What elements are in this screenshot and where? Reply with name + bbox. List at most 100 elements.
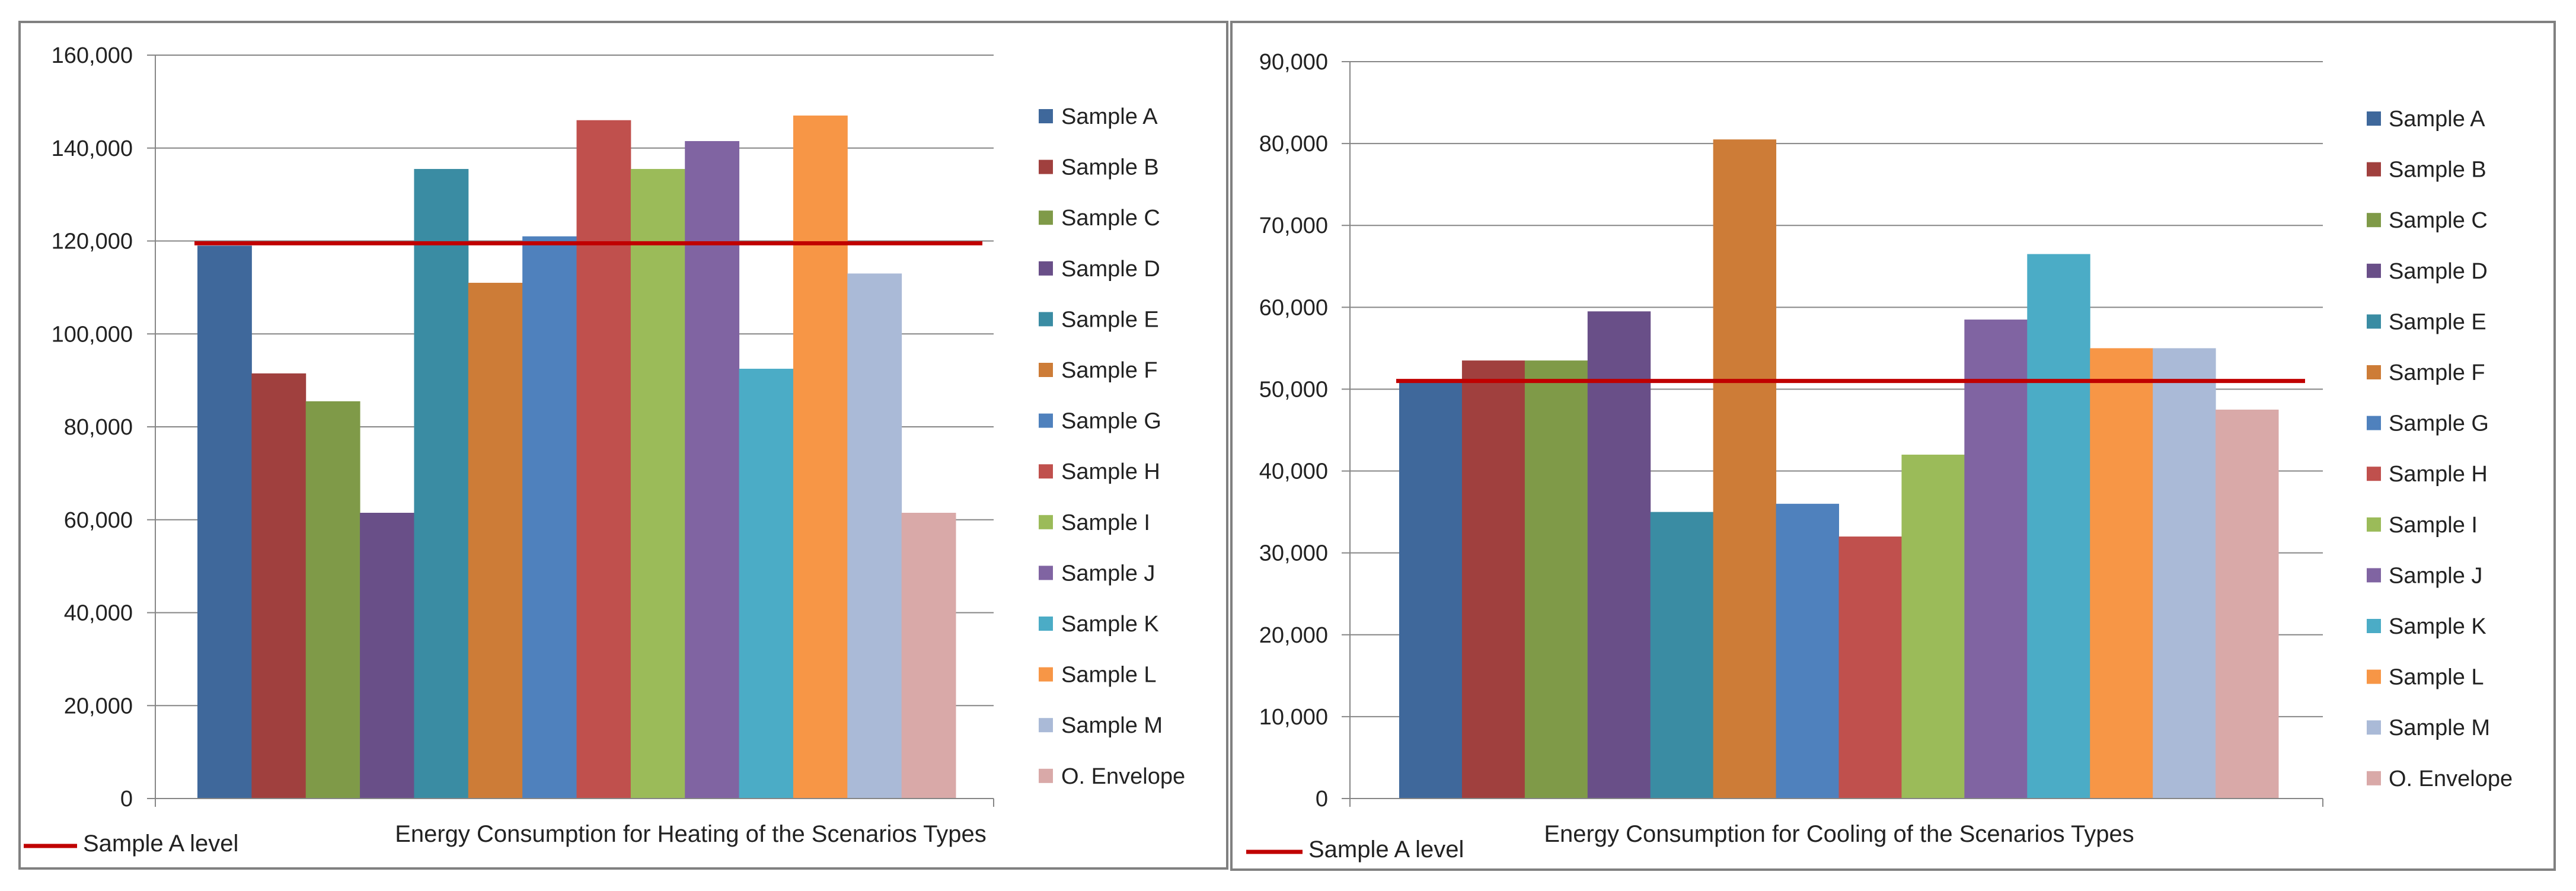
cooling-bar-sample-m [2153,348,2216,799]
cooling-legend-swatch [2367,416,2381,430]
heating-legend-label: Sample I [1061,510,1150,535]
cooling-legend-swatch [2367,568,2381,583]
heating-legend-label: Sample G [1061,409,1161,434]
cooling-y-tick-label: 0 [1316,787,1328,812]
heating-bar-sample-a [197,245,252,799]
cooling-legend-swatch [2367,771,2381,785]
heating-legend-label: Sample D [1061,257,1160,282]
cooling-bar-sample-k [2027,254,2090,799]
heating-legend-label: Sample B [1061,155,1159,180]
cooling-legend-swatch [2367,314,2381,329]
heating-bar-sample-h [576,120,631,799]
cooling-y-tick-label: 30,000 [1259,541,1328,566]
cooling-legend-swatch [2367,365,2381,379]
cooling-legend-swatch [2367,517,2381,532]
heating-legend-swatch [1039,464,1053,479]
heating-legend-label: O. Envelope [1061,764,1185,789]
heating-legend-swatch [1039,413,1053,428]
cooling-y-tick-label: 10,000 [1259,705,1328,730]
cooling-y-tick-label: 60,000 [1259,295,1328,320]
heating-legend-swatch [1039,718,1053,733]
heating-bar-sample-l [793,115,848,799]
heating-legend-label: Sample M [1061,713,1163,738]
cooling-bar-o-envelope [2216,409,2279,799]
heating-y-tick-label: 60,000 [64,508,133,533]
cooling-legend-label: Sample D [2389,259,2488,284]
cooling-legend-label: Sample G [2389,411,2489,436]
cooling-legend-label: Sample K [2389,614,2486,639]
heating-legend-swatch [1039,159,1053,174]
heating-x-axis-title: Energy Consumption for Heating of the Sc… [395,821,987,847]
cooling-bar-sample-a [1399,381,1463,799]
heating-legend-label: Sample A [1061,104,1158,129]
cooling-legend-label: Sample I [2389,513,2478,538]
cooling-legend-label: Sample C [2389,208,2488,233]
cooling-y-tick-label: 70,000 [1259,213,1328,238]
cooling-bar-sample-j [1964,320,2028,799]
heating-y-tick-label: 20,000 [64,694,133,718]
cooling-y-tick-label: 40,000 [1259,459,1328,484]
heating-legend-swatch [1039,566,1053,580]
heating-bar-o-envelope [901,512,956,799]
cooling-legend-label: Sample B [2389,158,2486,183]
cooling-legend-swatch [2367,720,2381,735]
heating-bar-sample-m [847,273,902,799]
heating-legend-swatch [1039,109,1053,123]
cooling-legend-label: Sample M [2389,716,2490,740]
heating-bar-sample-j [685,140,740,799]
heating-y-tick-label: 100,000 [52,322,133,347]
heating-bar-sample-d [360,512,414,799]
cooling-legend-label: Sample H [2389,462,2488,487]
cooling-bar-sample-d [1587,311,1651,799]
cooling-legend-swatch [2367,669,2381,684]
heating-bar-sample-g [522,236,577,799]
cooling-reference-legend-label: Sample A level [1308,836,1464,863]
heating-bar-sample-e [414,169,469,799]
heating-legend-label: Sample L [1061,663,1157,688]
heating-legend-label: Sample K [1061,612,1159,637]
cooling-y-tick-label: 80,000 [1259,132,1328,157]
cooling-legend-swatch [2367,467,2381,481]
cooling-legend-label: Sample F [2389,360,2485,385]
cooling-legend-label: Sample A [2389,107,2485,132]
heating-legend-label: Sample F [1061,358,1158,383]
heating-y-tick-label: 140,000 [52,136,133,161]
heating-legend-label: Sample J [1061,561,1155,586]
cooling-bar-sample-l [2090,348,2153,799]
heating-legend-swatch [1039,617,1053,631]
cooling-legend-label: Sample J [2389,563,2482,588]
heating-legend-swatch [1039,515,1053,529]
cooling-legend-label: Sample L [2389,665,2484,690]
cooling-bar-sample-c [1524,360,1588,799]
heating-legend-swatch [1039,667,1053,682]
heating-bar-sample-c [305,401,360,799]
heating-reference-legend-label: Sample A level [83,831,238,857]
heating-legend-label: Sample H [1061,459,1160,484]
cooling-bar-sample-f [1713,139,1777,799]
heating-legend-swatch [1039,312,1053,327]
cooling-bar-sample-b [1461,360,1525,799]
cooling-y-tick-label: 20,000 [1259,623,1328,648]
cooling-y-tick-label: 50,000 [1259,377,1328,402]
cooling-legend-swatch [2367,619,2381,633]
heating-bar-sample-i [630,169,685,799]
cooling-legend-swatch [2367,213,2381,228]
cooling-bar-sample-g [1776,503,1839,799]
heating-legend-swatch [1039,768,1053,783]
heating-y-tick-label: 40,000 [64,601,133,626]
heating-legend-swatch [1039,261,1053,276]
cooling-legend-label: O. Envelope [2389,767,2513,791]
heating-legend-label: Sample E [1061,307,1159,332]
heating-y-tick-label: 120,000 [52,229,133,254]
heating-legend-swatch [1039,210,1053,225]
cooling-legend-swatch [2367,162,2381,177]
cooling-legend-swatch [2367,111,2381,126]
heating-y-tick-label: 0 [120,787,133,812]
heating-legend-label: Sample C [1061,206,1160,231]
heating-chart: 0 20,000 40,000 60,000 80,000 100,000 120,000 1… [18,21,1228,870]
cooling-bar-sample-e [1650,512,1714,799]
cooling-legend-label: Sample E [2389,309,2486,334]
heating-bar-sample-b [251,373,307,799]
cooling-legend-swatch [2367,263,2381,278]
heating-y-tick-label: 80,000 [64,415,133,440]
